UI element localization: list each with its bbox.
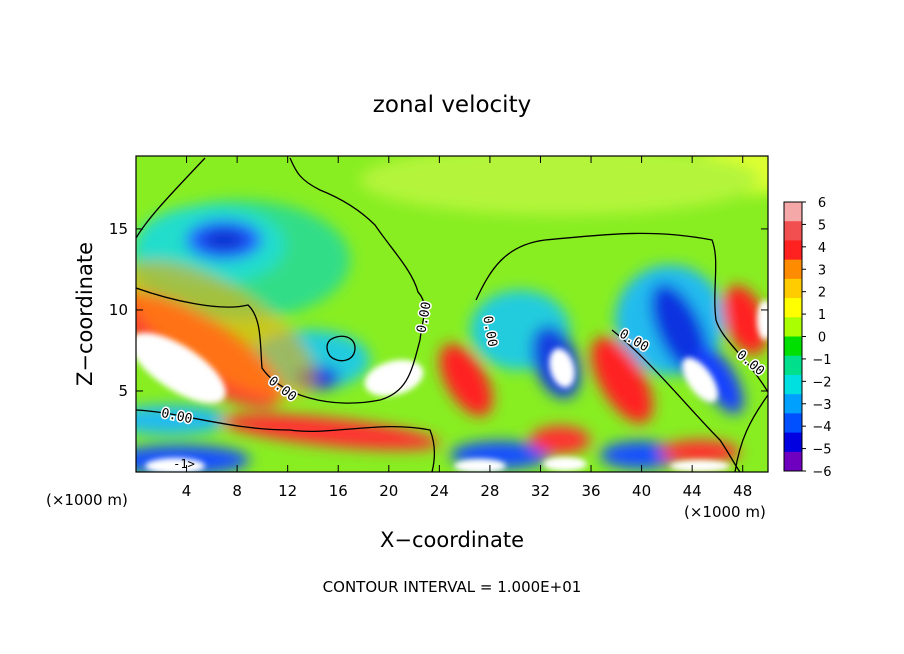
colorbar-band-13: [784, 451, 802, 472]
x-axis-label: X−coordinate: [380, 528, 524, 552]
field-blue-bottom-right: [600, 441, 680, 469]
colorbar-label-11: −5: [812, 443, 831, 458]
field-blue-right2: [696, 346, 744, 414]
colorbar-label-0: 6: [818, 196, 826, 211]
colorbar-label-9: −3: [812, 398, 831, 413]
x-tick-label-48: 48: [733, 482, 752, 500]
contour-interval-note: CONTOUR INTERVAL = 1.000E+01: [323, 578, 582, 596]
colorbar-band-0: [784, 202, 802, 222]
colorbar-label-6: 0: [818, 331, 826, 346]
plot-area: 0.00 0.00 0.00 0.00 0.00 0.00 -1> 4 8 12 16…: [109, 155, 769, 500]
colorbar-band-10: [784, 394, 802, 414]
field-red-band-low: [220, 413, 440, 451]
sat-patch-left: [136, 332, 226, 404]
contour-label-3: 0.00: [414, 301, 434, 334]
x-tick-label-28: 28: [480, 482, 499, 500]
sat-patch-mid-right: [549, 348, 575, 388]
colorbar-band-4: [784, 278, 802, 299]
colorbar-label-7: −1: [812, 353, 831, 368]
colorbar-band-1: [784, 221, 802, 241]
field-red-bottom-1: [530, 426, 590, 454]
plot-frame: [135, 155, 769, 473]
colorbar-label-5: 1: [818, 308, 826, 323]
sat-patch-right: [682, 357, 718, 403]
x-unit-right: (×1000 m): [684, 503, 766, 521]
zero-contours: [136, 157, 768, 472]
field-red-bottom-2: [660, 440, 740, 464]
x-tick-label-20: 20: [379, 482, 398, 500]
colorbar-label-8: −2: [812, 375, 831, 390]
y-tick-label-10: 10: [109, 301, 128, 319]
x-tick-label-8: 8: [232, 482, 242, 500]
colorbar-band-2: [784, 240, 802, 261]
x-tick-label-24: 24: [430, 482, 449, 500]
colorbar-band-3: [784, 259, 802, 280]
y-axis-label: Z−coordinate: [73, 242, 97, 386]
sat-patch-bottom-1: [145, 458, 205, 472]
x-tick-label-16: 16: [329, 482, 348, 500]
y-tick-label-5: 5: [118, 382, 128, 400]
saturated-patches: [136, 300, 768, 472]
colorbar-band-7: [784, 336, 802, 357]
sat-patch-bottom-2: [454, 459, 506, 472]
contour-zero-main: [136, 157, 426, 404]
colorbar-band-6: [784, 317, 802, 337]
x-unit-left: (×1000 m): [46, 491, 128, 509]
contour-zero-right-lower: [734, 394, 768, 472]
contour-zero-eddy: [326, 335, 356, 362]
colorbar-band-5: [784, 298, 802, 318]
colorbar: 6 5 4 3 2 1 0 −1 −2 −3 −4 −5 −6: [783, 196, 832, 480]
field-red-ridge-2: [591, 337, 653, 423]
x-tick-labels: 4 8 12 16 20 24 28 32 36 40 44 48: [182, 482, 752, 500]
contour-zero-mid-right: [611, 329, 741, 472]
field-layer: [136, 156, 768, 472]
chart-title: zonal velocity: [373, 92, 531, 118]
field-red-ridge-3: [722, 285, 768, 355]
colorbar-band-8: [784, 355, 802, 376]
sat-patch-bottom-4: [670, 460, 730, 472]
x-tick-label-12: 12: [278, 482, 297, 500]
sat-patch-center: [364, 359, 424, 397]
x-tick-label-32: 32: [531, 482, 550, 500]
x-tick-label-40: 40: [632, 482, 651, 500]
x-tick-label-4: 4: [182, 482, 192, 500]
colorbar-label-10: −4: [812, 420, 831, 435]
field-blobs: [136, 156, 768, 472]
contour-label-4: 0.00: [479, 315, 499, 348]
colorbar-label-3: 3: [818, 263, 826, 278]
colorbar-label-2: 4: [818, 241, 826, 256]
y-tick-labels: 5 10 15: [109, 220, 128, 400]
sat-patch-right-edge: [757, 300, 768, 340]
colorbar-band-9: [784, 374, 802, 395]
contour-zero-upper-left: [136, 157, 206, 239]
x-tick-label-44: 44: [683, 482, 702, 500]
colorbar-label-4: 2: [818, 286, 826, 301]
field-blue-vortex-core: [202, 229, 246, 251]
field-orange-band-left: [136, 260, 317, 400]
corner-label: -1>: [173, 457, 195, 471]
sat-patch-bottom-3: [543, 457, 587, 471]
field-blue-right: [650, 283, 710, 377]
colorbar-band-11: [784, 413, 802, 434]
field-red-ridge-1: [439, 343, 493, 417]
contour-zero-right-arch: [475, 232, 768, 393]
y-tick-label-15: 15: [109, 220, 128, 238]
colorbar-band-12: [784, 432, 802, 453]
colorbar-label-12: −6: [812, 465, 831, 480]
tick-marks: [136, 156, 768, 472]
field-yellowgreen-top: [360, 156, 760, 215]
x-tick-label-36: 36: [581, 482, 600, 500]
colorbar-label-1: 5: [818, 218, 826, 233]
contour-zero-lower-left: [136, 409, 436, 472]
